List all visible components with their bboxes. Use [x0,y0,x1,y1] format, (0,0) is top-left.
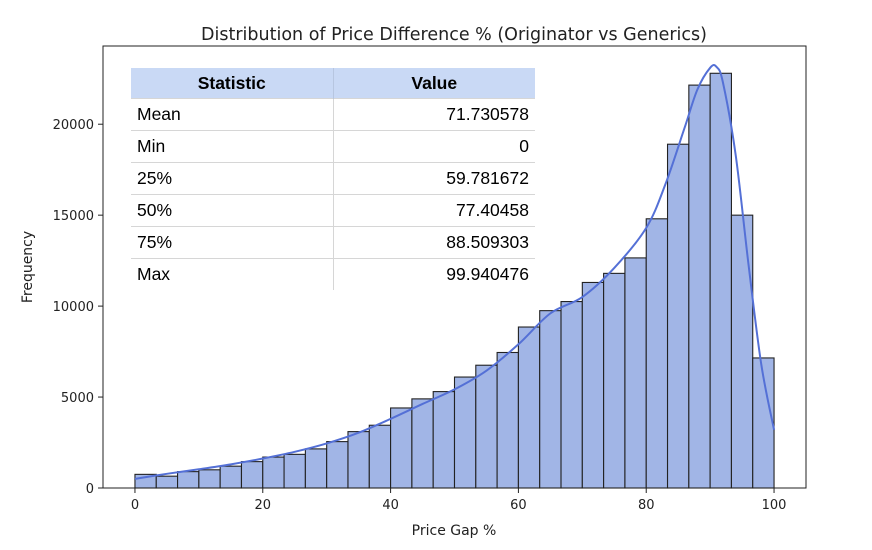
bar-group [134,72,775,489]
y-axis-ticks: 0 5000 10000 15000 20000 [53,118,103,497]
stat-name: Mean [131,98,334,131]
y-axis-label: Frequency [20,231,36,303]
table-header-row: Statistic Value [131,68,535,99]
x-axis-label: Price Gap % [412,523,497,539]
stat-value: 71.730578 [333,98,535,131]
table-row: Mean 71.730578 [131,98,535,131]
histogram-bar [539,310,562,489]
stat-name: 75% [131,226,334,259]
plot-frame [102,45,807,489]
histogram-bar [411,398,434,489]
stat-name: 25% [131,162,334,195]
histogram-bar [198,469,221,489]
y-tick-label: 5000 [61,391,94,406]
stat-value: 0 [333,130,535,163]
x-tick-label: 40 [382,498,399,513]
histogram-bar [283,453,306,489]
histogram-bar [368,424,392,489]
histogram-bar [219,465,243,489]
histogram-bar [730,214,754,489]
histogram-bar [624,257,647,489]
stat-name: Max [131,258,334,290]
stat-value: 88.509303 [333,226,535,259]
y-tick-label: 0 [86,482,94,497]
x-axis-ticks: 0 20 40 60 80 100 [131,488,787,513]
header-value: Value [333,68,535,99]
histogram-bar [709,72,732,489]
stat-name: 50% [131,194,334,227]
histogram-bar [666,143,690,489]
histogram-bar [475,364,498,489]
histogram-bar [177,471,200,489]
histogram-bar [390,407,413,489]
histogram-bar [155,475,179,489]
histogram-bar [517,326,541,489]
table-row: Max 99.940476 [131,258,535,290]
table-row: 75% 88.509303 [131,226,535,259]
table-row: Min 0 [131,130,535,163]
x-tick-label: 0 [131,498,139,513]
x-tick-label: 80 [638,498,655,513]
header-statistic: Statistic [131,68,334,99]
histogram-bar [688,84,711,489]
histogram-bar [347,431,370,489]
histogram-bar [603,272,626,489]
stat-name: Min [131,130,334,163]
histogram-bar [496,351,519,489]
statistics-table: Statistic Value Mean 71.730578 Min 0 25%… [131,68,535,290]
y-tick-label: 15000 [53,209,94,224]
kde-curve [134,64,776,480]
chart-title: Distribution of Price Difference % (Orig… [201,25,707,45]
x-tick-label: 20 [254,498,271,513]
histogram-bar [645,218,669,489]
table-row: 25% 59.781672 [131,162,535,195]
stat-value: 77.40458 [333,194,535,227]
histogram-bar [240,461,264,489]
histogram-bar [560,301,583,489]
y-tick-label: 10000 [53,300,94,315]
table-row: 50% 77.40458 [131,194,535,227]
histogram-bar [432,391,456,489]
histogram-bar [581,281,605,489]
histogram-bar [453,376,477,489]
x-tick-label: 100 [762,498,787,513]
y-tick-label: 20000 [53,118,94,133]
histogram-bar [262,456,285,489]
histogram-bar [326,441,349,489]
stat-value: 59.781672 [333,162,535,195]
x-tick-label: 60 [510,498,527,513]
stat-value: 99.940476 [333,258,535,290]
histogram-bar [304,448,328,489]
